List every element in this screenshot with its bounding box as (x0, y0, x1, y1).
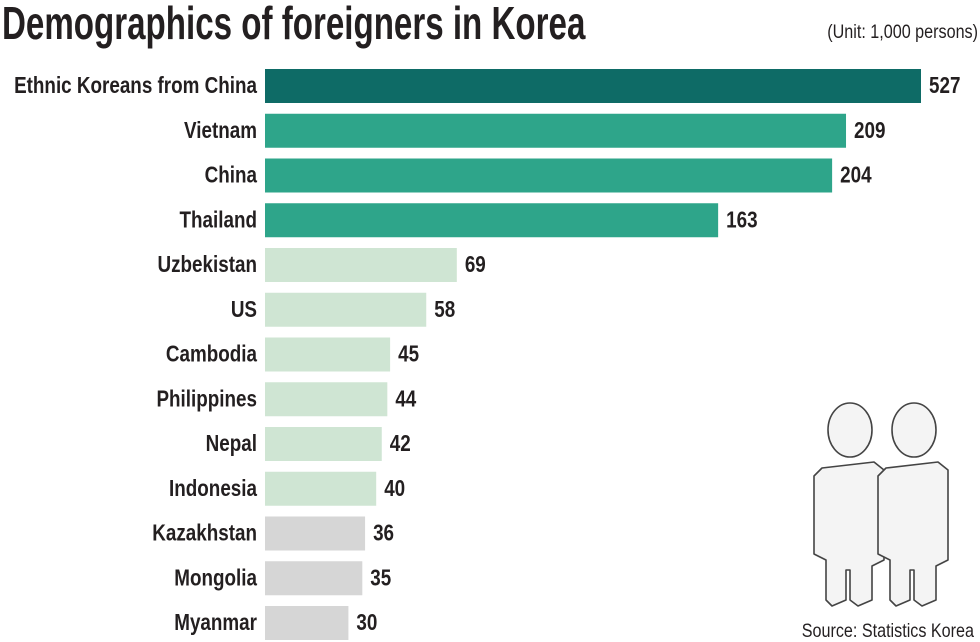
bar (265, 248, 457, 282)
value-label: 40 (384, 476, 405, 501)
category-label: Myanmar (174, 610, 257, 635)
chart-subtitle: (Unit: 1,000 persons) (827, 21, 978, 43)
bar (265, 203, 719, 238)
people-icon (813, 402, 949, 607)
chart-title: Demographics of foreigners in Korea (2, 0, 586, 49)
bar (265, 382, 388, 417)
category-label: Indonesia (169, 476, 257, 501)
category-label: Mongolia (174, 566, 257, 591)
bar (265, 471, 377, 506)
category-label: China (205, 163, 258, 188)
value-label: 45 (398, 342, 419, 367)
value-label: 36 (373, 521, 394, 546)
source: Source: Statistics Korea (802, 620, 974, 642)
bar (265, 606, 349, 640)
value-label: 163 (726, 208, 757, 233)
bar (265, 292, 427, 327)
value-label: 58 (434, 297, 455, 322)
category-label: Kazakhstan (152, 521, 257, 546)
category-label: Nepal (206, 431, 257, 456)
category-label: Uzbekistan (158, 252, 257, 277)
value-label: 42 (390, 431, 411, 456)
bar (265, 158, 833, 193)
bar (265, 516, 366, 551)
bar (265, 113, 847, 148)
value-label: 527 (929, 73, 960, 98)
value-label: 69 (465, 252, 486, 277)
value-label: 204 (840, 163, 872, 188)
category-label: Philippines (156, 387, 257, 412)
value-label: 35 (370, 566, 391, 591)
category-label: US (231, 297, 257, 322)
value-label: 30 (356, 610, 377, 635)
bar (265, 561, 363, 596)
value-label: 209 (854, 118, 885, 143)
bar (265, 427, 382, 461)
bar (265, 337, 391, 372)
category-label: Vietnam (184, 118, 257, 143)
category-label: Cambodia (166, 342, 257, 367)
bar (265, 69, 921, 103)
category-label: Thailand (180, 208, 257, 233)
value-label: 44 (395, 387, 416, 412)
category-label: Ethnic Koreans from China (14, 73, 257, 98)
